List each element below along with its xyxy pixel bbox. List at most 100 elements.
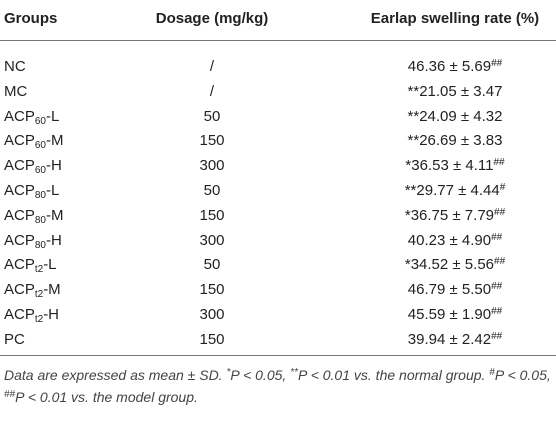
group-name: ACP: [4, 281, 35, 299]
rate-value: 46.36 ± 5.69: [407, 58, 492, 75]
rate-value: 21.05 ± 3.47: [419, 82, 503, 100]
column-header: Earlap swelling rate (%): [370, 10, 540, 27]
group-name: ACP: [4, 132, 35, 150]
column-header: Dosage (mg/kg): [155, 10, 269, 27]
footnote-text: P < 0.01 vs. the model group.: [15, 389, 198, 405]
rate-value: 36.53 ± 4.11: [411, 157, 494, 175]
group-subscript: 80: [34, 239, 46, 251]
significance-marker: *: [404, 256, 411, 274]
group-suffix: -H: [43, 306, 60, 323]
significance-marker: #: [499, 182, 506, 193]
rate-value: 36.75 ± 7.79: [410, 206, 495, 224]
group-cell: ACP80-M: [4, 206, 63, 226]
group-subscript: 80: [34, 214, 46, 226]
group-name: ACP: [4, 182, 35, 199]
group-name: ACP: [4, 256, 35, 274]
rate-cell: 45.59 ± 1.90##: [305, 305, 556, 325]
group-subscript: 60: [34, 165, 46, 177]
rate-value: 46.79 ± 5.50: [407, 281, 492, 299]
group-name: ACP: [4, 157, 35, 175]
significance-marker: ##: [491, 330, 503, 342]
group-cell: ACP80-L: [4, 181, 59, 201]
group-name: MC: [4, 82, 28, 100]
dosage-cell: 50: [203, 107, 221, 125]
significance-marker: ##: [491, 281, 503, 293]
significance-marker: ##: [494, 206, 506, 218]
bottom-rule: [0, 355, 556, 356]
group-cell: ACPt2-L: [4, 255, 57, 275]
group-subscript: 60: [34, 140, 46, 152]
rate-value: 40.23 ± 4.90: [407, 231, 492, 249]
dosage-cell: /: [209, 58, 215, 75]
group-suffix: -L: [45, 107, 60, 125]
footnote-text: P < 0.01 vs. the normal group.: [297, 367, 490, 383]
group-cell: ACPt2-M: [4, 280, 61, 300]
rate-cell: 40.23 ± 4.90##: [305, 231, 556, 251]
group-subscript: 80: [34, 190, 46, 201]
rate-value: 29.77 ± 4.44: [416, 182, 500, 199]
significance-marker: ##: [493, 157, 505, 169]
rate-cell: *34.52 ± 5.56##: [305, 255, 556, 275]
dosage-cell: 150: [199, 281, 225, 299]
dosage-cell: 50: [203, 182, 221, 199]
dosage-cell: /: [209, 82, 215, 100]
group-cell: PC: [4, 330, 25, 350]
dosage-cell: 150: [199, 330, 225, 348]
group-cell: ACP60-M: [4, 131, 63, 151]
footnote-text: P < 0.05,: [230, 367, 291, 383]
dosage-cell: 300: [199, 306, 225, 323]
group-cell: ACP80-H: [4, 231, 62, 251]
group-cell: ACP60-H: [4, 156, 62, 176]
dosage-cell: 300: [199, 157, 225, 175]
group-cell: ACP60-L: [4, 107, 59, 127]
group-suffix: -M: [45, 132, 64, 150]
rate-cell: 39.94 ± 2.42##: [305, 330, 556, 350]
dosage-cell: 150: [199, 132, 225, 150]
footnote: Data are expressed as mean ± SD. *P < 0.…: [4, 364, 552, 408]
dosage-cell: 50: [203, 256, 221, 274]
group-name: NC: [4, 58, 26, 75]
column-header: Groups: [4, 10, 58, 27]
rate-cell: *36.53 ± 4.11##: [305, 156, 556, 176]
group-subscript: 60: [34, 115, 46, 127]
dosage-cell: 150: [199, 206, 225, 224]
significance-marker: ##: [491, 306, 503, 317]
group-subscript: t2: [34, 314, 44, 325]
footnote-text: #: [489, 367, 495, 378]
rate-cell: 46.36 ± 5.69##: [305, 57, 556, 77]
footnote-text: *: [226, 367, 231, 378]
group-suffix: -M: [45, 206, 64, 224]
rate-cell: **24.09 ± 4.32: [305, 107, 556, 127]
rate-cell: *36.75 ± 7.79##: [305, 206, 556, 226]
group-name: ACP: [4, 231, 35, 249]
significance-marker: *: [405, 157, 412, 175]
rate-value: 34.52 ± 5.56: [410, 256, 495, 274]
significance-marker: ##: [494, 256, 506, 268]
rate-cell: **29.77 ± 4.44#: [305, 181, 556, 201]
group-subscript: t2: [34, 289, 44, 301]
header-rule: [0, 40, 556, 41]
rate-value: 24.09 ± 4.32: [419, 107, 503, 125]
rate-cell: **21.05 ± 3.47: [305, 82, 556, 102]
significance-marker: **: [407, 107, 420, 125]
rate-value: 26.69 ± 3.83: [419, 132, 503, 150]
rate-value: 39.94 ± 2.42: [407, 330, 492, 348]
group-suffix: -M: [43, 281, 61, 299]
significance-marker: **: [407, 82, 420, 100]
footnote-text: Data are expressed as mean ± SD.: [4, 367, 227, 383]
rate-cell: **26.69 ± 3.83: [305, 131, 556, 151]
rate-value: 45.59 ± 1.90: [407, 306, 492, 323]
group-name: ACP: [4, 107, 35, 125]
group-name: ACP: [4, 306, 35, 323]
group-cell: ACPt2-H: [4, 305, 59, 325]
significance-marker: **: [404, 182, 417, 199]
rate-cell: 46.79 ± 5.50##: [305, 280, 556, 300]
dosage-cell: 300: [199, 231, 225, 249]
significance-marker: ##: [491, 231, 503, 243]
significance-marker: *: [404, 206, 411, 224]
footnote-text: P < 0.05,: [494, 367, 551, 383]
significance-marker: ##: [491, 58, 503, 69]
group-cell: MC: [4, 82, 27, 102]
group-suffix: -L: [43, 256, 57, 274]
